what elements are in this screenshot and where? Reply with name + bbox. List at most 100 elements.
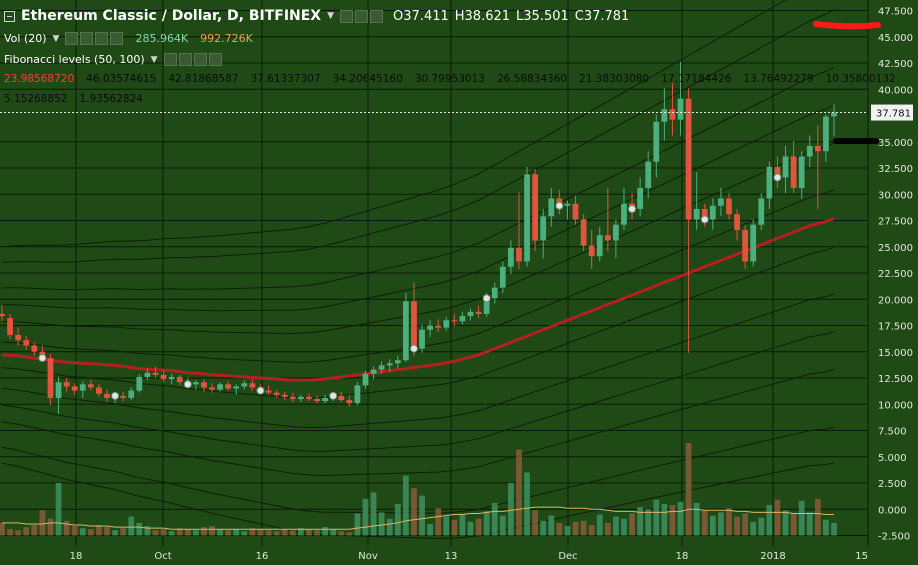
candle-body: [362, 373, 369, 386]
volume-ma-line: [2, 506, 834, 530]
candle-body: [669, 109, 676, 120]
candle-body: [201, 382, 207, 388]
current-price-label: 37.781: [876, 109, 911, 120]
symbol-legend: Ethereum Classic / Dollar, D, BITFINEX ▼…: [4, 8, 629, 24]
candle-body: [314, 399, 320, 402]
volume-legend: Vol (20) ▼ 285.964K 992.726K: [4, 32, 253, 45]
volume-bar: [419, 495, 425, 536]
candle-body: [475, 311, 482, 314]
fib-value: 1.93562824: [79, 93, 143, 105]
volume-bar: [322, 527, 328, 536]
volume-bar: [15, 530, 22, 536]
fib-value: 42.81868587: [168, 73, 239, 85]
candle-body: [540, 216, 547, 241]
volume-bar: [225, 530, 232, 536]
y-axis-tick-label: 5.000: [878, 453, 907, 464]
chevron-down-icon[interactable]: ▼: [327, 11, 335, 21]
candle-body: [572, 203, 579, 220]
series-button-icons[interactable]: [340, 9, 384, 23]
candle-body: [55, 382, 62, 398]
candle-body: [71, 386, 78, 391]
volume-bar: [144, 526, 151, 536]
volume-bar: [217, 529, 223, 536]
chevron-down-icon[interactable]: ▼: [52, 33, 60, 44]
marker-dot: [555, 201, 564, 210]
volume-label[interactable]: Vol (20): [4, 32, 47, 45]
candle-body: [152, 372, 159, 375]
fib-value: 37.61337307: [250, 73, 321, 85]
candle-body: [532, 174, 539, 241]
volume-bar: [354, 513, 361, 536]
candle-body: [87, 384, 94, 388]
candle-body: [621, 203, 627, 225]
volume-bar: [297, 528, 304, 536]
volume-bar: [701, 510, 708, 536]
volume-bar: [338, 531, 345, 536]
fib-label[interactable]: Fibonacci levels (50, 100): [4, 53, 145, 66]
candle-body: [7, 318, 13, 335]
candle-body: [548, 198, 555, 217]
candle-body: [79, 384, 86, 391]
candle-body: [160, 374, 167, 380]
volume-bar: [548, 515, 555, 536]
candle-body: [814, 145, 821, 152]
fib-band-line: [2, 104, 835, 312]
candle-body: [217, 384, 223, 390]
fib-button-icons[interactable]: [163, 53, 222, 66]
marker-dot: [329, 391, 338, 400]
volume-bar: [47, 518, 54, 536]
fib-value: 5.15268852: [4, 93, 68, 105]
collapse-legend-icon[interactable]: [4, 10, 15, 22]
y-axis-tick-label: 42.500: [878, 59, 913, 70]
volume-bar: [104, 527, 110, 536]
candle-body: [241, 383, 248, 387]
volume-bar: [23, 527, 30, 536]
chevron-down-icon[interactable]: ▼: [150, 54, 158, 65]
x-axis-tick-label: 13: [445, 551, 458, 562]
volume-bar: [524, 472, 530, 536]
candle-body: [306, 396, 312, 399]
candle-body: [637, 187, 644, 209]
candle-body: [176, 376, 183, 383]
candle-body: [394, 360, 401, 364]
volume-bar: [273, 531, 280, 536]
volume-bar: [475, 518, 482, 536]
volume-bar: [249, 528, 256, 536]
volume-bar: [693, 502, 700, 536]
volume-bar: [499, 515, 506, 536]
volume-bar: [596, 514, 603, 536]
candle-body: [653, 121, 660, 162]
fib-band-line: [1, 293, 835, 429]
volume-bar: [435, 508, 442, 536]
volume-bar: [201, 527, 207, 536]
volume-bar: [572, 521, 579, 536]
candle-body: [516, 247, 522, 262]
candle-body: [233, 386, 240, 389]
fib-value: 23.98568720: [4, 73, 75, 85]
volume-bar: [128, 516, 135, 536]
candle-body: [249, 383, 256, 388]
y-axis-tick-label: 2.500: [878, 479, 907, 490]
volume-button-icons[interactable]: [65, 32, 124, 45]
volume-bar: [459, 514, 466, 536]
volume-bar: [306, 529, 312, 536]
candle-body: [467, 311, 474, 317]
fib-band-line: [1, 331, 835, 452]
volume-bar: [378, 512, 385, 536]
symbol-title[interactable]: Ethereum Classic / Dollar, D, BITFINEX: [21, 8, 322, 24]
candle-body: [346, 400, 353, 404]
candle-body: [31, 345, 38, 352]
candle-body: [63, 382, 70, 387]
marker-dot: [773, 173, 782, 182]
volume-bar: [71, 526, 78, 536]
volume-bar: [782, 510, 789, 536]
fib-band-line: [1, 189, 835, 363]
volume-bar: [346, 532, 353, 536]
candle-body: [144, 372, 151, 377]
volume-bar: [160, 529, 167, 536]
volume-bar: [604, 522, 611, 536]
volume-bar: [0, 522, 5, 536]
volume-bar: [742, 513, 749, 536]
